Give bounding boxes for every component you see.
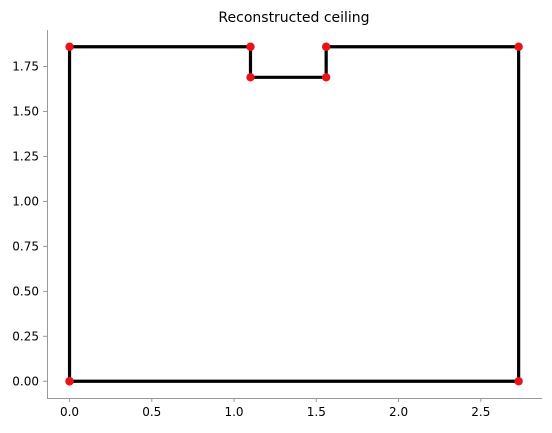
x-tick-label: 0.0 bbox=[60, 405, 79, 419]
x-axis-ticks: 0.0 0.5 1.0 1.5 2.0 2.5 bbox=[60, 398, 490, 419]
vertex-point bbox=[65, 377, 74, 386]
y-tick-label: 0.50 bbox=[12, 284, 39, 298]
plot-lines bbox=[67, 45, 521, 383]
vertex-point bbox=[321, 42, 331, 51]
y-axis-ticks: 0.00 0.25 0.50 0.75 1.00 1.25 1.50 1.75 bbox=[12, 60, 47, 388]
vertex-point bbox=[321, 73, 331, 82]
x-tick-label: 2.0 bbox=[389, 405, 408, 419]
vertex-point bbox=[246, 42, 255, 51]
vertex-point bbox=[246, 73, 255, 82]
y-tick-label: 0.25 bbox=[12, 329, 39, 343]
x-tick-label: 0.5 bbox=[142, 405, 161, 419]
y-tick-label: 1.00 bbox=[12, 194, 39, 208]
vertex-point bbox=[65, 42, 74, 51]
vertex-point bbox=[514, 42, 523, 51]
x-tick-label: 1.0 bbox=[224, 405, 243, 419]
x-tick-label: 1.5 bbox=[307, 405, 326, 419]
y-tick-label: 1.75 bbox=[12, 60, 39, 74]
ceiling-outline-line bbox=[67, 45, 521, 383]
x-tick-label: 2.5 bbox=[471, 405, 490, 419]
vertex-point bbox=[514, 377, 523, 386]
chart-title: Reconstructed ceiling bbox=[218, 10, 369, 26]
y-tick-label: 1.25 bbox=[12, 149, 39, 163]
y-tick-label: 0.75 bbox=[12, 239, 39, 253]
y-tick-label: 1.50 bbox=[12, 104, 39, 118]
plot-markers bbox=[65, 42, 523, 386]
y-tick-label: 0.00 bbox=[12, 374, 39, 388]
